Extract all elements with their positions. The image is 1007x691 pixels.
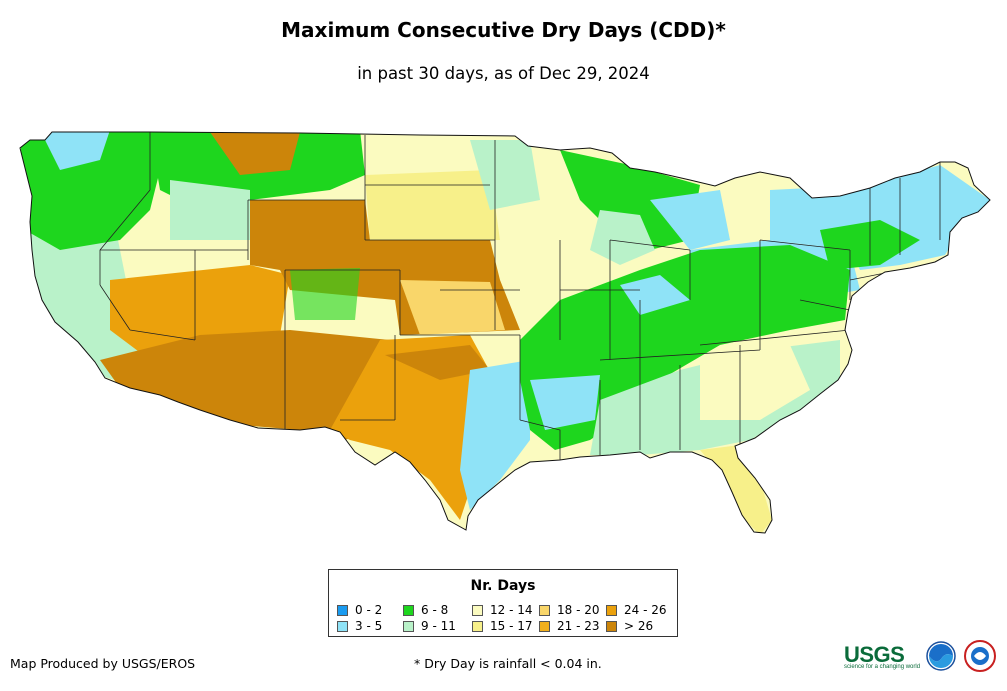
- legend-swatch: [472, 604, 483, 616]
- legend-label: 0 - 2: [355, 603, 383, 617]
- usgs-logo: USGS science for a changing world: [844, 642, 920, 670]
- legend-item: 18 - 20: [539, 603, 600, 617]
- map-title: Maximum Consecutive Dry Days (CDD)*: [281, 18, 726, 42]
- footnote-text: * Dry Day is rainfall < 0.04 in.: [414, 656, 602, 671]
- usgs-wordmark: USGS: [844, 642, 905, 667]
- legend-item: 9 - 11: [403, 619, 456, 633]
- legend-swatch: [337, 620, 348, 632]
- legend-item: > 26: [606, 619, 653, 633]
- legend-box: Nr. Days 0 - 2 3 - 5 6 - 8 9 - 11 12 - 1…: [328, 569, 678, 637]
- legend-item: 12 - 14: [472, 603, 533, 617]
- legend-item: 21 - 23: [539, 619, 600, 633]
- legend-label: 15 - 17: [490, 619, 533, 633]
- usgs-tagline: science for a changing world: [844, 664, 921, 670]
- legend-swatch: [539, 604, 550, 616]
- legend-item: 3 - 5: [337, 619, 382, 633]
- legend-label: 18 - 20: [557, 603, 600, 617]
- legend-item: 6 - 8: [403, 603, 448, 617]
- legend-label: 3 - 5: [355, 619, 383, 633]
- credit-text: Map Produced by USGS/EROS: [10, 656, 196, 671]
- legend-swatch: [539, 620, 550, 632]
- legend-swatch: [606, 620, 617, 632]
- legend-swatch: [403, 620, 414, 632]
- nws-logo-icon: [964, 640, 996, 672]
- legend-label: 12 - 14: [490, 603, 533, 617]
- map-subtitle: in past 30 days, as of Dec 29, 2024: [357, 64, 650, 83]
- cdd-colored-regions: [20, 132, 990, 533]
- legend-item: 24 - 26: [606, 603, 667, 617]
- legend-item: 15 - 17: [472, 619, 533, 633]
- legend-swatch: [606, 604, 617, 616]
- legend-title: Nr. Days: [470, 578, 536, 594]
- legend-label: > 26: [624, 619, 654, 633]
- legend-item: 0 - 2: [337, 603, 382, 617]
- legend-label: 21 - 23: [557, 619, 600, 633]
- legend-swatch: [472, 620, 483, 632]
- legend-swatch: [403, 604, 414, 616]
- noaa-logo-icon: [926, 641, 956, 671]
- legend-label: 24 - 26: [624, 603, 667, 617]
- legend-label: 6 - 8: [421, 603, 449, 617]
- legend-swatch: [337, 604, 348, 616]
- state-boundaries: [99, 132, 941, 460]
- legend-label: 9 - 11: [421, 619, 456, 633]
